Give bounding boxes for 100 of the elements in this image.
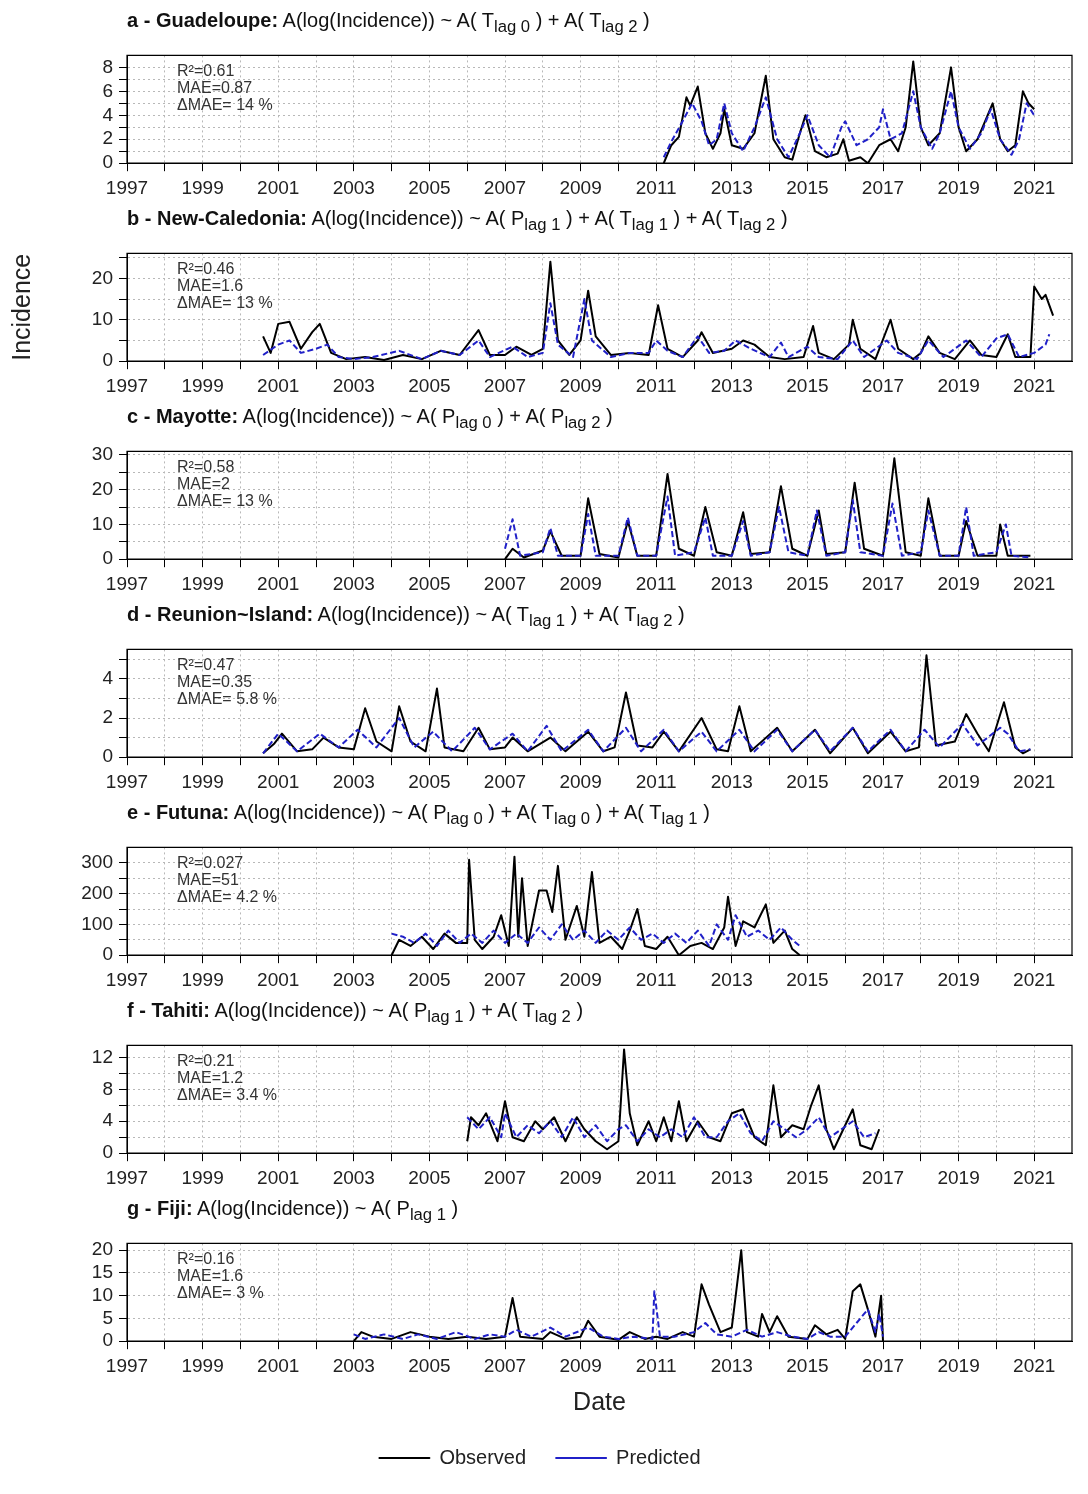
x-tick-label: 1999 [181,1354,224,1376]
x-tick-label: 2009 [559,968,602,990]
x-tick-label: 2001 [257,1354,300,1376]
x-tick-label: 2007 [483,1354,527,1376]
x-tick-label: 2001 [257,1166,300,1188]
x-tick-label: 2007 [483,374,527,396]
annotation: MAE=1.6 [177,276,244,294]
legend-label: Observed [439,1445,527,1468]
x-tick-label: 2007 [483,572,527,594]
x-tick-label: 2001 [257,572,300,594]
y-tick-label: 10 [91,307,113,329]
x-tick-label: 2013 [710,176,753,198]
y-tick-label: 0 [102,151,113,173]
x-tick-label: 2013 [710,374,753,396]
y-tick-label: 5 [102,1306,113,1328]
x-tick-label: 2019 [937,770,980,792]
x-tick-label: 2017 [861,1354,905,1376]
chart-title: g - Fiji: A(log(Incidence)) ~ A( P$_{lag 1}$ ) [127,1197,459,1224]
x-tick-label: 2003 [332,1354,375,1376]
x-tick-label: 2005 [408,1166,451,1188]
annotation: MAE=1.6 [177,1266,244,1284]
chart-title: d - Reunion~Island: A(log(Incidence)) ~ A( T$_{lag 1}$ ) + A( T$_{lag 2}$ ) [127,603,685,630]
x-tick-label: 2019 [937,1354,980,1376]
y-tick-label: 10 [91,1283,113,1305]
y-tick-label: 0 [102,745,113,767]
x-tick-label: 2019 [937,176,980,198]
x-tick-label: 2017 [861,374,905,396]
x-tick-label: 1999 [181,176,224,198]
x-tick-label: 2013 [710,968,753,990]
y-tick-label: 10 [91,512,113,534]
x-tick-label: 1999 [181,1166,224,1188]
x-tick-label: 2011 [635,374,677,396]
x-tick-label: 1997 [105,572,149,594]
x-tick-label: 2003 [332,374,375,396]
chart-title: e - Futuna: A(log(Incidence)) ~ A( P$_{lag 0}$ ) + A( T$_{lag 0}$ ) + A( T$_{lag 1}$ ) [127,801,710,828]
line-series [662,90,1036,159]
y-tick-label: 0 [102,1329,113,1351]
x-tick-label: 2007 [483,968,527,990]
y-tick-label: 20 [91,266,113,288]
y-tick-label: 200 [81,881,113,903]
x-tick-label: 1999 [181,968,224,990]
y-tick-label: 100 [81,912,113,934]
x-tick-label: 2003 [332,1166,375,1188]
x-tick-label: 2003 [332,770,375,792]
x-tick-label: 2019 [937,968,980,990]
annotation: MAE=0.87 [177,78,253,96]
x-tick-label: 2005 [408,1354,451,1376]
x-tick-label: 2019 [937,572,980,594]
y-tick-label: 4 [102,1109,114,1131]
x-tick-label: 1997 [105,1166,149,1188]
annotation: ΔMAE= 13 % [177,293,273,311]
x-tick-label: 2021 [1013,968,1056,990]
x-tick-label: 2013 [710,1166,753,1188]
x-tick-label: 2009 [559,1166,602,1188]
x-tick-label: 1997 [105,374,149,396]
x-tick-label: 2001 [257,770,300,792]
x-tick-label: 2019 [937,374,980,396]
x-tick-label: 2005 [408,968,451,990]
y-tick-label: 4 [102,667,114,689]
x-tick-label: 1997 [105,968,149,990]
y-tick-label: 2 [102,706,113,728]
x-tick-label: 2005 [408,572,451,594]
annotation: ΔMAE= 3.4 % [177,1085,278,1103]
line-series [466,1112,877,1143]
x-tick-label: 2021 [1013,1166,1056,1188]
x-tick-label: 2001 [257,374,300,396]
x-tick-label: 1997 [105,1354,149,1376]
x-tick-label: 2011 [635,1354,677,1376]
annotation: R²=0.61 [177,61,235,79]
x-tick-label: 2017 [861,770,905,792]
x-tick-label: 2015 [786,1354,829,1376]
x-tick-label: 2019 [937,1166,980,1188]
y-tick-label: 12 [91,1045,113,1067]
annotation: ΔMAE= 3 % [177,1283,264,1301]
x-tick-label: 2021 [1013,374,1056,396]
y-axis-title: Incidence [6,253,35,361]
annotation: R²=0.027 [177,853,244,871]
annotation: MAE=1.2 [177,1068,244,1086]
annotation: R²=0.47 [177,655,235,673]
x-tick-label: 1999 [181,770,224,792]
x-tick-label: 2015 [786,770,829,792]
x-tick-label: 2017 [861,1166,905,1188]
chart-title: c - Mayotte: A(log(Incidence)) ~ A( P$_{lag 0}$ ) + A( P$_{lag 2}$ ) [127,405,613,432]
line-series [352,1290,884,1340]
x-tick-label: 2009 [559,572,602,594]
y-tick-label: 30 [91,443,113,465]
chart-title: f - Tahiti: A(log(Incidence)) ~ A( P$_{lag 1}$ ) + A( T$_{lag 2}$ ) [127,999,584,1026]
chart-title: a - Guadeloupe: A(log(Incidence)) ~ A( T$_{lag 0}$ ) + A( T$_{lag 2}$ ) [127,9,650,36]
y-tick-label: 300 [81,851,113,873]
x-tick-label: 2001 [257,176,300,198]
x-tick-label: 2007 [483,770,527,792]
x-tick-label: 2005 [408,374,451,396]
x-tick-label: 1999 [181,374,224,396]
x-tick-label: 2007 [483,176,527,198]
y-tick-label: 15 [91,1261,113,1283]
x-tick-label: 2007 [483,1166,527,1188]
legend-label: Predicted [616,1445,701,1468]
x-tick-label: 2021 [1013,572,1056,594]
y-tick-label: 0 [102,547,113,569]
line-series [390,914,801,947]
